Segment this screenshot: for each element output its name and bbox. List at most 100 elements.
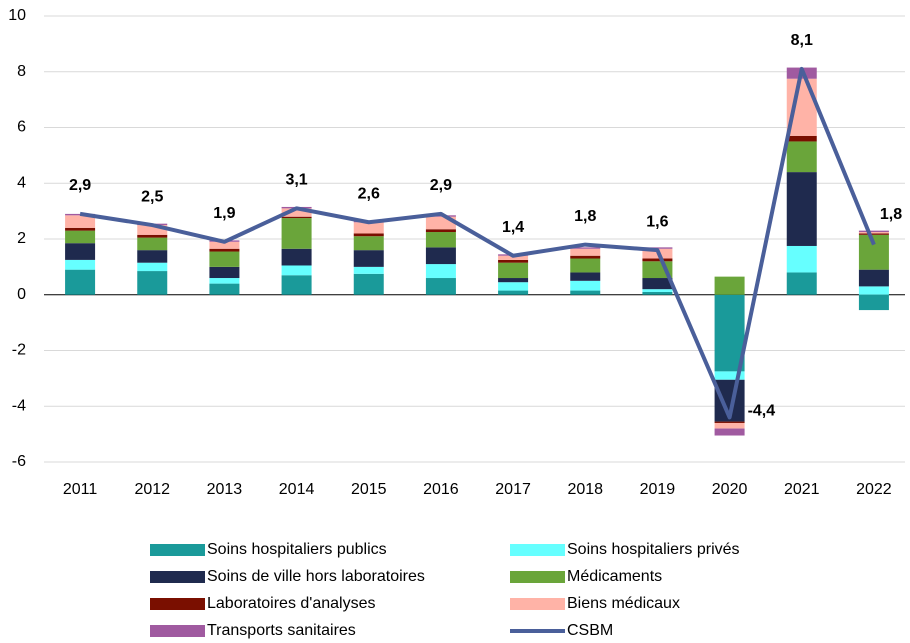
bar-segment (858, 232, 889, 234)
bar-segment (425, 229, 456, 233)
bar-segment (858, 286, 889, 295)
data-label: 3,1 (285, 172, 307, 189)
bar-segment (425, 264, 456, 279)
legend-label: CSBM (567, 622, 613, 639)
data-label: 2,9 (430, 177, 452, 194)
x-tick-label: 2012 (134, 481, 170, 498)
x-tick-label: 2020 (712, 481, 748, 498)
legend-swatch (150, 571, 205, 583)
bar-segment (498, 255, 529, 260)
bar-segment (353, 236, 384, 251)
x-tick-label: 2013 (207, 481, 243, 498)
bar-segment (498, 290, 529, 295)
bar-segment (353, 266, 384, 274)
legend-label: Soins hospitaliers privés (567, 541, 740, 558)
x-tick-label: 2021 (784, 481, 820, 498)
bar-segment (498, 282, 529, 291)
bar-segment (642, 278, 673, 290)
bar-segment (281, 275, 312, 295)
bar-segment (858, 230, 889, 233)
bar-segment (642, 247, 673, 249)
bar-segment (353, 273, 384, 295)
bar-segment (65, 269, 96, 295)
x-tick-label: 2011 (63, 481, 98, 498)
y-tick-label: -4 (12, 397, 26, 414)
legend-swatch (150, 544, 205, 556)
data-label: 1,9 (213, 205, 235, 222)
bar-segment (642, 258, 673, 262)
bar-segment (786, 135, 817, 142)
bar-segment (642, 289, 673, 292)
bar-segment (65, 215, 96, 228)
bar-segment (570, 272, 601, 281)
bar-segment (137, 234, 168, 238)
bar-segment (137, 250, 168, 263)
bar-segment (209, 248, 240, 252)
bar-segment (714, 294, 745, 372)
bar-segment (570, 247, 601, 249)
x-tick-label: 2019 (640, 481, 676, 498)
bar-segment (714, 422, 745, 429)
y-tick-label: 2 (17, 230, 26, 247)
legend-label: Soins hospitaliers publics (207, 541, 387, 558)
bar-segment (498, 278, 529, 283)
bar-segment (570, 290, 601, 295)
bar-segment (570, 280, 601, 291)
x-tick-label: 2014 (279, 481, 315, 498)
bar-segment (353, 250, 384, 267)
bar-segment (498, 259, 529, 263)
bar-segment (137, 271, 168, 295)
x-tick-label: 2015 (351, 481, 387, 498)
line (79, 66, 876, 420)
bar-segment (281, 265, 312, 276)
y-tick-label: -6 (12, 453, 26, 470)
data-label: 2,5 (141, 188, 163, 205)
bar-segment (786, 172, 817, 246)
legend-label: Médicaments (567, 568, 662, 585)
bar-segment (353, 233, 384, 237)
bar-segment (570, 258, 601, 273)
bar-segment (858, 233, 889, 235)
bar-segment (425, 278, 456, 295)
data-label: 1,4 (502, 219, 524, 236)
data-label: 2,6 (358, 185, 380, 202)
bar-segment (353, 222, 384, 234)
data-label: 8,1 (791, 32, 813, 49)
bar-segment (137, 262, 168, 272)
bar-segment (498, 262, 529, 279)
y-tick-label: -2 (12, 342, 26, 359)
legend-label: Transports sanitaires (207, 622, 356, 639)
bar-segment (858, 294, 889, 311)
bar-segment (137, 237, 168, 251)
legend-swatch (150, 625, 205, 637)
bar-segment (281, 208, 312, 217)
bar-segment (714, 276, 745, 295)
bar-segment (714, 421, 745, 423)
y-tick-label: 0 (17, 286, 26, 303)
bar-segment (786, 141, 817, 173)
legend-label: Biens médicaux (567, 595, 680, 612)
data-label: 1,6 (646, 213, 668, 230)
data-label: 2,9 (69, 177, 91, 194)
data-label: 1,8 (880, 206, 902, 223)
legend-swatch (510, 598, 565, 610)
bar-segment (570, 255, 601, 259)
bar-segment (65, 227, 96, 231)
legend-label: Laboratoires d'analyses (207, 595, 376, 612)
bar-segment (209, 241, 240, 249)
bar-segment (281, 248, 312, 266)
x-tick-label: 2016 (423, 481, 459, 498)
bar-segment (209, 278, 240, 284)
x-tick-label: 2022 (856, 481, 892, 498)
bar-segment (570, 248, 601, 256)
bar-segment (137, 225, 168, 235)
legend-label: Soins de ville hors laboratoires (207, 568, 425, 585)
bar-segment (642, 291, 673, 295)
bar-segment (786, 272, 817, 295)
bar-segment (425, 247, 456, 265)
legend-swatch (510, 571, 565, 583)
y-tick-label: 6 (17, 119, 26, 136)
data-label: -4,4 (748, 403, 776, 420)
bar-segment (714, 371, 745, 380)
legend-swatch (150, 598, 205, 610)
